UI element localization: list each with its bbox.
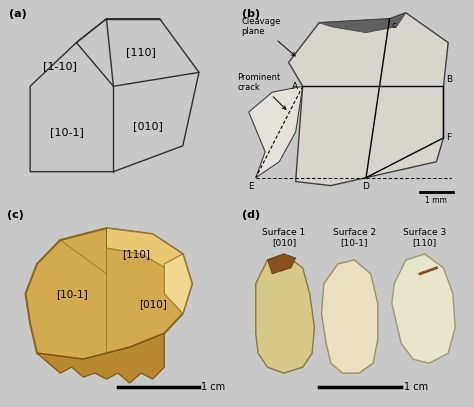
Text: [1-10]: [1-10] <box>43 61 77 71</box>
Polygon shape <box>392 254 455 363</box>
Text: Surface 1
[010]: Surface 1 [010] <box>262 228 306 247</box>
Polygon shape <box>249 86 303 177</box>
Polygon shape <box>267 254 296 274</box>
Text: 1 cm: 1 cm <box>201 382 226 392</box>
Text: (d): (d) <box>242 210 260 220</box>
Text: Surface 3
[110]: Surface 3 [110] <box>403 228 447 247</box>
Polygon shape <box>289 13 448 186</box>
Text: c: c <box>392 21 397 30</box>
Text: [010]: [010] <box>133 121 163 131</box>
Text: 1 mm: 1 mm <box>426 197 447 206</box>
Text: [10-1]: [10-1] <box>50 127 84 137</box>
Text: [010]: [010] <box>139 299 167 309</box>
Text: (a): (a) <box>9 9 27 19</box>
Text: D: D <box>363 182 370 190</box>
Text: (b): (b) <box>242 9 260 19</box>
Polygon shape <box>107 228 183 274</box>
Text: Surface 2
[10-1]: Surface 2 [10-1] <box>333 228 376 247</box>
Text: (c): (c) <box>7 210 24 220</box>
Text: [10-1]: [10-1] <box>56 289 88 299</box>
Polygon shape <box>26 228 192 359</box>
Polygon shape <box>37 333 164 383</box>
Text: [110]: [110] <box>126 48 156 57</box>
Text: E: E <box>248 182 254 190</box>
Text: F: F <box>446 133 451 142</box>
Text: [110]: [110] <box>123 249 151 259</box>
Polygon shape <box>321 260 378 373</box>
Text: 1 cm: 1 cm <box>403 382 428 392</box>
Text: A: A <box>292 82 298 91</box>
Polygon shape <box>319 13 406 33</box>
Polygon shape <box>256 254 314 373</box>
Text: Prominent
crack: Prominent crack <box>237 72 286 109</box>
Text: B: B <box>446 75 452 84</box>
Polygon shape <box>164 254 192 313</box>
Text: Cleavage
plane: Cleavage plane <box>242 17 295 56</box>
